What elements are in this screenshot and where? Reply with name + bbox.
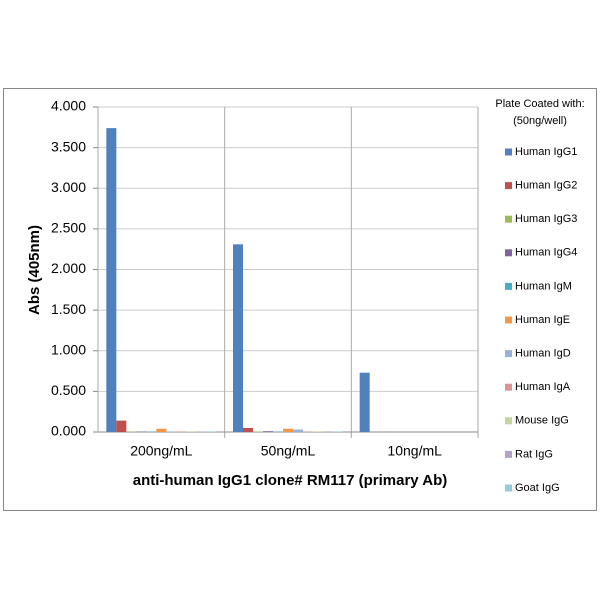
legend-label: Mouse IgG (515, 415, 569, 427)
y-tick-label: 1.500 (51, 301, 86, 317)
bar (156, 429, 166, 432)
y-tick-label: 3.500 (51, 138, 86, 154)
legend-title: (50ng/well) (513, 115, 567, 127)
legend-label: Goat IgG (515, 482, 560, 494)
legend-label: Human IgA (515, 381, 571, 393)
legend-title: Plate Coated with: (495, 98, 584, 110)
legend-label: Human IgG2 (515, 180, 577, 192)
x-tick-label: 50ng/mL (261, 443, 316, 459)
bar (360, 373, 370, 432)
legend-swatch (505, 182, 512, 189)
y-tick-label: 2.000 (51, 260, 86, 276)
x-axis-title: anti-human IgG1 clone# RM117 (primary Ab… (133, 472, 448, 489)
bar (116, 421, 126, 432)
legend-swatch (505, 485, 512, 492)
legend-swatch (505, 216, 512, 223)
legend-label: Human IgM (515, 280, 572, 292)
legend-swatch (505, 350, 512, 357)
y-tick-label: 3.000 (51, 179, 86, 195)
legend-label: Human IgD (515, 348, 571, 360)
y-tick-label: 0.500 (51, 382, 86, 398)
bar (263, 431, 273, 432)
y-axis-title: Abs (405nm) (26, 225, 43, 315)
legend-swatch (505, 149, 512, 156)
legend-swatch (505, 451, 512, 458)
legend-swatch (505, 249, 512, 256)
legend-label: Human IgG1 (515, 146, 577, 158)
y-tick-label: 1.000 (51, 341, 86, 357)
bar (233, 244, 243, 432)
y-tick-label: 2.500 (51, 220, 86, 236)
legend-swatch (505, 283, 512, 290)
legend-label: Rat IgG (515, 448, 553, 460)
bar (243, 428, 253, 432)
legend-label: Human IgG3 (515, 213, 577, 225)
y-tick-label: 4.000 (51, 98, 86, 114)
bar (283, 429, 293, 432)
bar (106, 128, 116, 432)
legend-swatch (505, 384, 512, 391)
x-tick-label: 10ng/mL (387, 443, 442, 459)
bar (293, 430, 303, 432)
legend-swatch (505, 417, 512, 424)
legend-label: Human IgE (515, 314, 570, 326)
y-tick-label: 0.000 (51, 423, 86, 439)
legend-swatch (505, 317, 512, 324)
x-tick-label: 200ng/mL (130, 443, 192, 459)
legend-label: Human IgG4 (515, 247, 577, 259)
